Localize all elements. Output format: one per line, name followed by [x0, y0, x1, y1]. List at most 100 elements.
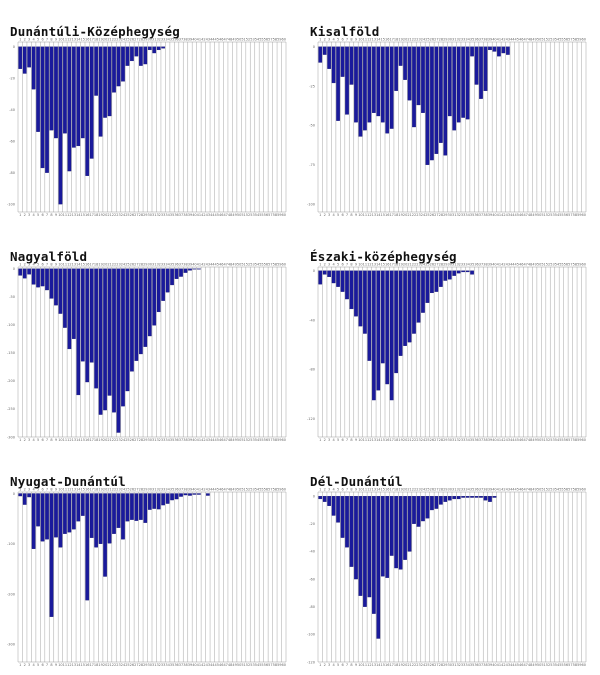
- x-tick-label: 55: [559, 663, 563, 667]
- bar: [18, 493, 23, 497]
- x-tick-label: 54: [255, 263, 260, 267]
- x-tick-label: 38: [183, 663, 187, 667]
- x-tick-label: 48: [228, 663, 232, 667]
- x-tick-label: 50: [537, 488, 541, 492]
- x-tick-label: 1: [19, 438, 21, 442]
- y-tick-label: -120: [307, 417, 315, 421]
- x-tick-label: 6: [41, 488, 43, 492]
- bar: [58, 268, 63, 314]
- x-tick-label: 8: [50, 488, 52, 492]
- bar: [421, 270, 425, 313]
- x-tick-label: 13: [72, 488, 76, 492]
- x-tick-label: 25: [425, 38, 429, 42]
- x-tick-label: 17: [89, 263, 93, 267]
- bar: [389, 270, 394, 401]
- x-tick-label: 2: [324, 263, 326, 267]
- x-tick-label: 8: [50, 263, 52, 267]
- x-tick-label: 30: [148, 38, 152, 42]
- x-tick-label: 27: [434, 263, 438, 267]
- x-tick-label: 48: [528, 263, 532, 267]
- x-tick-label: 28: [139, 438, 143, 442]
- y-tick-label: -60: [309, 577, 315, 581]
- bar: [443, 495, 448, 502]
- x-tick-label: 34: [165, 38, 170, 42]
- bar: [434, 495, 439, 509]
- x-tick-label: 5: [337, 438, 339, 442]
- x-tick-label: 49: [532, 663, 536, 667]
- x-tick-label: 38: [483, 263, 487, 267]
- x-tick-label: 46: [219, 438, 223, 442]
- x-tick-label: 31: [152, 488, 156, 492]
- x-tick-label: 60: [282, 438, 286, 442]
- x-tick-label: 57: [568, 263, 572, 267]
- bar: [156, 268, 161, 313]
- x-tick-label: 41: [497, 438, 501, 442]
- bar: [354, 495, 358, 580]
- x-tick-label: 6: [41, 263, 43, 267]
- bar: [465, 495, 470, 498]
- bar: [121, 268, 125, 407]
- x-tick-label: 42: [501, 663, 505, 667]
- x-tick-label: 56: [264, 263, 268, 267]
- bar: [363, 46, 367, 131]
- y-tick-label: -300: [7, 643, 15, 647]
- x-tick-label: 18: [94, 663, 98, 667]
- x-tick-label: 15: [381, 263, 385, 267]
- x-tick-label: 37: [479, 213, 483, 217]
- x-tick-label: 53: [250, 213, 254, 217]
- x-tick-label: 18: [94, 438, 98, 442]
- bar: [443, 46, 448, 156]
- x-tick-label: 34: [465, 488, 470, 492]
- x-tick-label: 52: [546, 263, 550, 267]
- x-tick-label: 10: [58, 213, 62, 217]
- x-tick-label: 33: [461, 263, 465, 267]
- bar: [192, 493, 197, 495]
- x-tick-label: 43: [506, 213, 510, 217]
- x-tick-label: 24: [421, 438, 426, 442]
- x-tick-label: 11: [363, 263, 367, 267]
- x-tick-label: 12: [67, 488, 71, 492]
- x-tick-label: 20: [403, 263, 407, 267]
- x-tick-label: 41: [497, 38, 501, 42]
- x-tick-label: 57: [268, 663, 272, 667]
- x-tick-label: 20: [403, 38, 407, 42]
- x-tick-label: 52: [546, 213, 550, 217]
- x-tick-label: 35: [170, 38, 174, 42]
- x-tick-label: 58: [573, 213, 577, 217]
- x-tick-label: 31: [452, 38, 456, 42]
- x-tick-label: 6: [41, 438, 43, 442]
- x-tick-label: 27: [434, 38, 438, 42]
- bar: [85, 46, 90, 176]
- bar: [367, 46, 372, 123]
- y-tick-label: -40: [9, 108, 15, 112]
- x-tick-label: 49: [232, 488, 236, 492]
- bar: [107, 268, 112, 396]
- bar-chart-svg: 1122334455667788991010111112121313141415…: [7, 263, 287, 442]
- chart-title: Dunántúli-Középhegység: [10, 24, 180, 39]
- x-tick-label: 41: [497, 663, 501, 667]
- x-tick-label: 28: [439, 263, 443, 267]
- x-tick-label: 38: [183, 263, 187, 267]
- x-tick-label: 42: [501, 38, 505, 42]
- x-tick-label: 54: [555, 213, 560, 217]
- bar: [447, 270, 452, 280]
- x-tick-label: 36: [174, 438, 178, 442]
- x-tick-label: 60: [582, 38, 586, 42]
- x-tick-label: 22: [112, 663, 116, 667]
- bar: [67, 46, 72, 172]
- x-tick-label: 37: [179, 438, 183, 442]
- bar: [161, 46, 166, 49]
- bar: [134, 46, 139, 57]
- x-tick-label: 56: [564, 663, 568, 667]
- x-tick-label: 22: [112, 38, 116, 42]
- bar: [98, 46, 103, 137]
- y-tick-label: -40: [309, 550, 315, 554]
- bar: [63, 493, 67, 534]
- x-tick-label: 39: [488, 38, 492, 42]
- x-tick-label: 17: [389, 263, 393, 267]
- x-tick-label: 47: [223, 438, 227, 442]
- x-tick-label: 43: [506, 38, 510, 42]
- bar: [27, 268, 32, 275]
- x-tick-label: 40: [192, 38, 196, 42]
- x-tick-label: 7: [346, 263, 348, 267]
